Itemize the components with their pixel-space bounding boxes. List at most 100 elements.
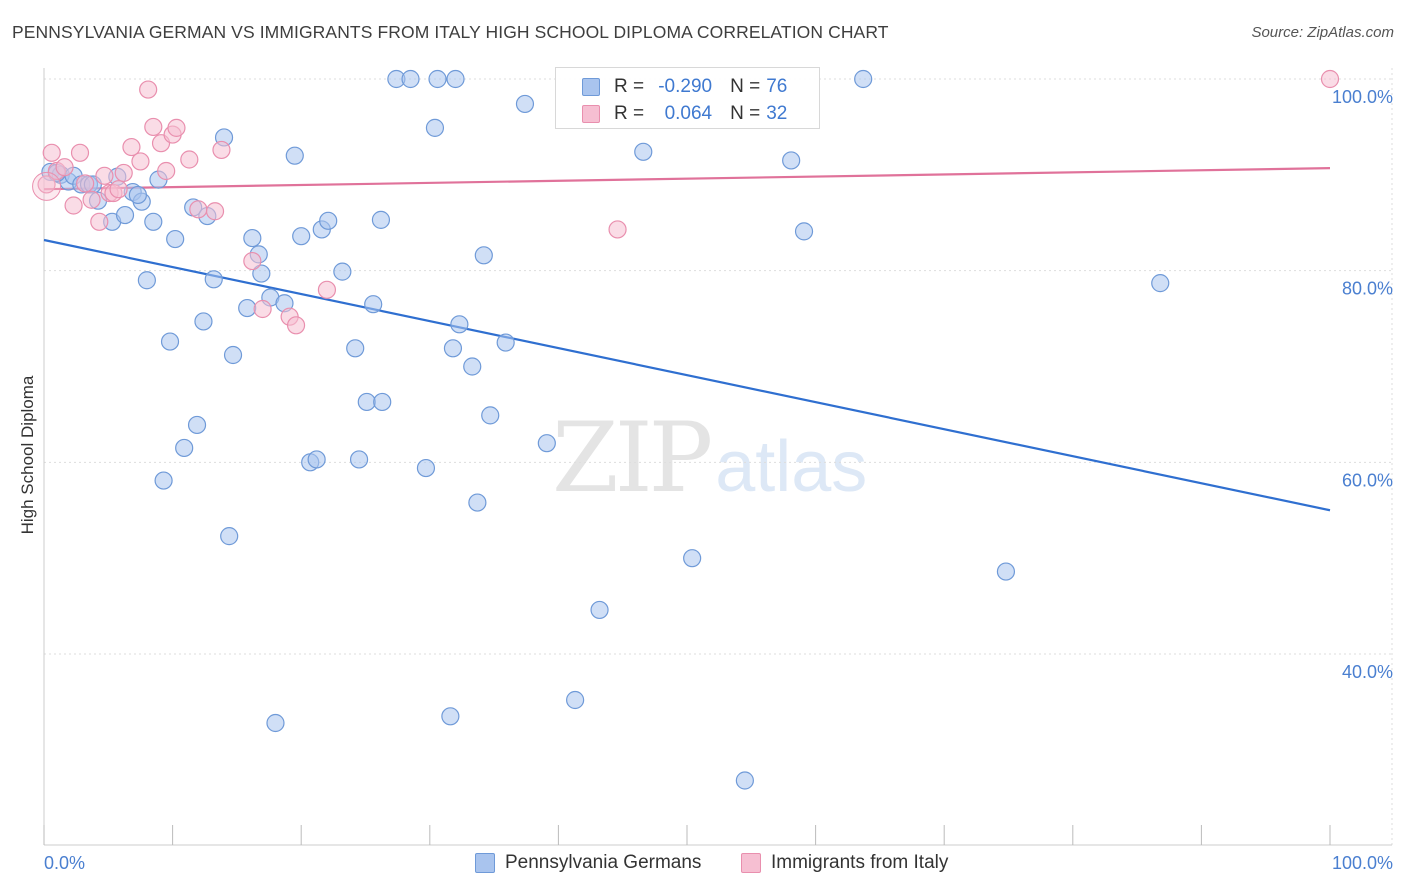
pennsylvania-germans-point	[128, 185, 147, 205]
pennsylvania-germans-point	[333, 262, 352, 281]
y-tick-label: 100.0%	[1332, 87, 1393, 107]
tick-label-layer: 40.0% 60.0% 80.0% 100.0% 0.0% 100.0%	[44, 87, 1393, 873]
pennsylvania-germans-point	[319, 211, 338, 230]
pennsylvania-germans-point	[735, 771, 754, 790]
immigrants-from-italy-trend-line	[43, 167, 1331, 191]
pennsylvania-germans-point	[854, 69, 873, 89]
pennsylvania-germans-point	[1151, 274, 1170, 293]
pennsylvania-germans-point	[371, 210, 391, 229]
pennsylvania-germans-point	[468, 493, 487, 512]
immigrants-from-italy-point	[64, 196, 83, 215]
pennsylvania-germans-point	[566, 690, 585, 710]
pennsylvania-germans-point	[364, 295, 383, 314]
immigrants-from-italy-point	[253, 299, 272, 319]
legend-r-value: 0.064	[664, 103, 713, 124]
immigrants-from-italy-point	[243, 251, 262, 271]
pennsylvania-germans-point	[307, 450, 326, 469]
pennsylvania-germans-point	[285, 146, 304, 165]
immigrants-from-italy-point	[608, 220, 627, 239]
pennsylvania-germans-point	[590, 600, 609, 620]
series-legend-item-pennsylvania-germans[interactable]: Pennsylvania Germans	[475, 852, 701, 874]
pennsylvania-germans-point	[223, 345, 243, 365]
immigrants-from-italy-point	[205, 202, 225, 221]
chart-title: PENNSYLVANIA GERMAN VS IMMIGRANTS FROM I…	[12, 22, 889, 42]
pennsylvania-germans-point	[446, 69, 465, 89]
pennsylvania-germans-point	[441, 707, 460, 726]
immigrants-from-italy-point	[109, 180, 128, 199]
pennsylvania-germans-point	[782, 151, 801, 170]
pennsylvania-germans-point	[537, 434, 556, 453]
pennsylvania-germans-point	[428, 69, 447, 89]
series-legend-item-immigrants-from-italy[interactable]: Immigrants from Italy	[741, 852, 948, 874]
immigrants-from-italy-cluster	[32, 171, 62, 201]
pennsylvania-germans-point	[474, 246, 493, 265]
immigrants-from-italy-point	[95, 166, 114, 185]
immigrants-from-italy-point	[1320, 69, 1340, 89]
y-tick-label: 40.0%	[1342, 662, 1393, 682]
series-swatch-blue	[475, 853, 495, 873]
pennsylvania-germans-point	[252, 264, 271, 283]
pennsylvania-germans-point	[634, 142, 653, 161]
pennsylvania-germans-point	[204, 270, 223, 289]
immigrants-from-italy-point	[37, 175, 56, 194]
pennsylvania-germans-point	[425, 118, 445, 137]
immigrants-from-italy-point	[114, 163, 133, 183]
x-tick-label-max: 100.0%	[1332, 853, 1393, 873]
pennsylvania-germans-point	[357, 392, 376, 412]
immigrants-from-italy-point	[76, 174, 95, 193]
pennsylvania-germans-point	[266, 713, 285, 733]
pennsylvania-germans-point	[144, 212, 163, 231]
pennsylvania-germans-point	[496, 333, 515, 352]
pennsylvania-germans-point	[220, 527, 239, 546]
pennsylvania-germans-point	[401, 69, 420, 89]
immigrants-from-italy-point	[189, 200, 208, 219]
pennsylvania-germans-point	[187, 415, 207, 435]
immigrants-from-italy-point	[82, 190, 101, 209]
legend-row-immigrants-from-italy: R = 0.064 N = 32	[582, 101, 787, 127]
series-swatch-pink	[741, 853, 761, 873]
y-tick-label: 60.0%	[1342, 470, 1393, 490]
pennsylvania-germans-point	[160, 332, 180, 351]
immigrants-from-italy-point	[212, 140, 231, 160]
pennsylvania-germans-point	[463, 357, 482, 376]
immigrants-from-italy-point	[90, 212, 109, 231]
immigrants-from-italy-point	[317, 280, 337, 299]
pennsylvania-germans-point	[450, 315, 469, 334]
pennsylvania-germans-point	[137, 271, 156, 290]
pennsylvania-germans-point	[166, 229, 185, 249]
pennsylvania-germans-point	[346, 339, 365, 358]
pennsylvania-germans-point	[115, 205, 135, 225]
pennsylvania-germans-point	[373, 392, 392, 412]
series-legend-label: Pennsylvania Germans	[505, 852, 702, 873]
pennsylvania-germans-point	[349, 450, 369, 469]
immigrants-from-italy-point	[131, 152, 150, 171]
immigrants-from-italy-point	[157, 161, 176, 181]
series-legend: Pennsylvania Germans Immigrants from Ita…	[0, 852, 1406, 878]
immigrants-from-italy-point	[286, 316, 306, 335]
immigrants-from-italy-point	[55, 158, 74, 177]
legend-n-label: N =	[730, 76, 761, 97]
pennsylvania-germans-point	[443, 339, 463, 358]
axis-layer	[43, 68, 1392, 846]
pennsylvania-germans-point	[238, 298, 257, 318]
pennsylvania-germans-point	[794, 222, 814, 241]
pennsylvania-germans-point	[683, 549, 702, 568]
legend-n-value: 76	[766, 76, 788, 97]
pennsylvania-germans-point	[416, 458, 436, 478]
legend-r-label: R =	[614, 76, 645, 97]
stats-legend: R = -0.290 N = 76 R = 0.064 N = 32	[555, 67, 820, 129]
pennsylvania-germans-point	[292, 227, 311, 246]
trend-layer	[43, 167, 1331, 512]
immigrants-from-italy-point	[144, 117, 163, 137]
immigrants-from-italy-point	[180, 150, 199, 169]
chart-source: Source: ZipAtlas.com	[1251, 24, 1394, 41]
pennsylvania-germans-point	[175, 438, 194, 458]
pennsylvania-germans-point	[515, 94, 535, 114]
y-tick-label: 80.0%	[1342, 279, 1393, 299]
immigrants-from-italy-point	[42, 143, 61, 162]
pennsylvania-germans-point	[243, 228, 262, 248]
legend-n-label: N =	[730, 103, 761, 124]
points-layer	[32, 69, 1340, 790]
legend-swatch-blue	[582, 78, 600, 96]
pennsylvania-germans-point	[481, 406, 500, 425]
